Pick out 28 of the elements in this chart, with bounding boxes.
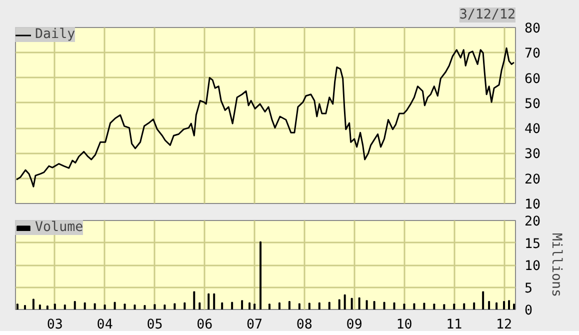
x-tick-label: 04	[96, 318, 113, 332]
y-tick-label: 70	[524, 46, 541, 62]
x-tick-label: 10	[396, 318, 412, 332]
x-tick-label: 05	[146, 318, 163, 332]
x-tick-label: 09	[346, 318, 362, 332]
x-tick-label: 07	[246, 318, 263, 332]
y-tick-label: 15	[524, 236, 541, 252]
x-tick-label: 06	[196, 318, 213, 332]
y-tick-label: 5	[524, 281, 533, 296]
y-tick-label: 80	[524, 22, 541, 36]
text: 3/12/12	[459, 8, 516, 22]
x-tick-label: 11	[446, 318, 462, 332]
y-tick-label: 10	[524, 259, 541, 274]
legend-label: Volume	[35, 220, 84, 235]
y-tick-label: 60	[524, 72, 541, 87]
y-tick-label: 20	[524, 172, 541, 188]
y-tick-label: 40	[524, 122, 541, 138]
y-tick-label: 0	[524, 304, 533, 318]
x-tick-label: 08	[296, 318, 312, 332]
y-tick-label: 30	[524, 147, 541, 162]
y-axis-title: Millions	[548, 232, 564, 298]
legend-label: Daily	[35, 27, 76, 42]
x-tick-label: 03	[46, 318, 63, 332]
x-tick-label: 12	[496, 318, 512, 332]
y-tick-label: 50	[524, 96, 541, 112]
y-tick-label: 10	[524, 198, 541, 212]
y-tick-label: 20	[524, 214, 541, 230]
line-series	[16, 47, 515, 188]
